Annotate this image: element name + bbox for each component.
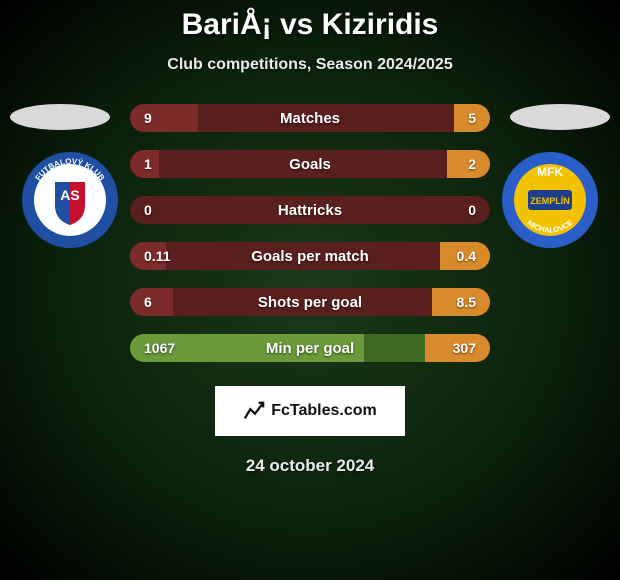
- stat-seg-left: [130, 242, 166, 270]
- stat-row: 1067307Min per goal: [130, 334, 490, 362]
- brand-text: FcTables.com: [271, 402, 377, 420]
- date-label: 24 october 2024: [0, 456, 620, 476]
- brand-badge: FcTables.com: [215, 386, 405, 436]
- stat-row: 00Hattricks: [130, 196, 490, 224]
- svg-text:MFK: MFK: [537, 165, 563, 179]
- stat-seg-left: [130, 334, 364, 362]
- page-title: BariÅ¡ vs Kiziridis: [0, 0, 620, 42]
- stat-bars: 95Matches 12Goals 00Hattricks 0.110.4Goals …: [130, 104, 490, 362]
- subtitle: Club competitions, Season 2024/2025: [0, 56, 620, 74]
- stat-row: 68.5Shots per goal: [130, 288, 490, 316]
- stat-row: 12Goals: [130, 150, 490, 178]
- stat-seg-right: [432, 288, 490, 316]
- club-crest-right: MFK ZEMPLÍN MICHALOVCE: [500, 150, 600, 250]
- stat-seg-left: [130, 104, 198, 132]
- player-slot-right: [510, 104, 610, 130]
- comparison-panel: FUTBALOVÝ KLUB AS TRENČÍN MFK ZEMPLÍN: [0, 104, 620, 476]
- stat-row: 95Matches: [130, 104, 490, 132]
- player-slot-left: [10, 104, 110, 130]
- svg-text:ZEMPLÍN: ZEMPLÍN: [530, 196, 570, 206]
- chart-icon: [243, 400, 265, 422]
- club-crest-left: FUTBALOVÝ KLUB AS TRENČÍN: [20, 150, 120, 250]
- stat-seg-right: [447, 150, 490, 178]
- stat-seg-right: [454, 104, 490, 132]
- stat-seg-left: [130, 288, 173, 316]
- stat-seg-left: [130, 150, 159, 178]
- stat-row: 0.110.4Goals per match: [130, 242, 490, 270]
- svg-text:AS: AS: [60, 187, 79, 203]
- stat-seg-right: [440, 242, 490, 270]
- stat-seg-right: [425, 334, 490, 362]
